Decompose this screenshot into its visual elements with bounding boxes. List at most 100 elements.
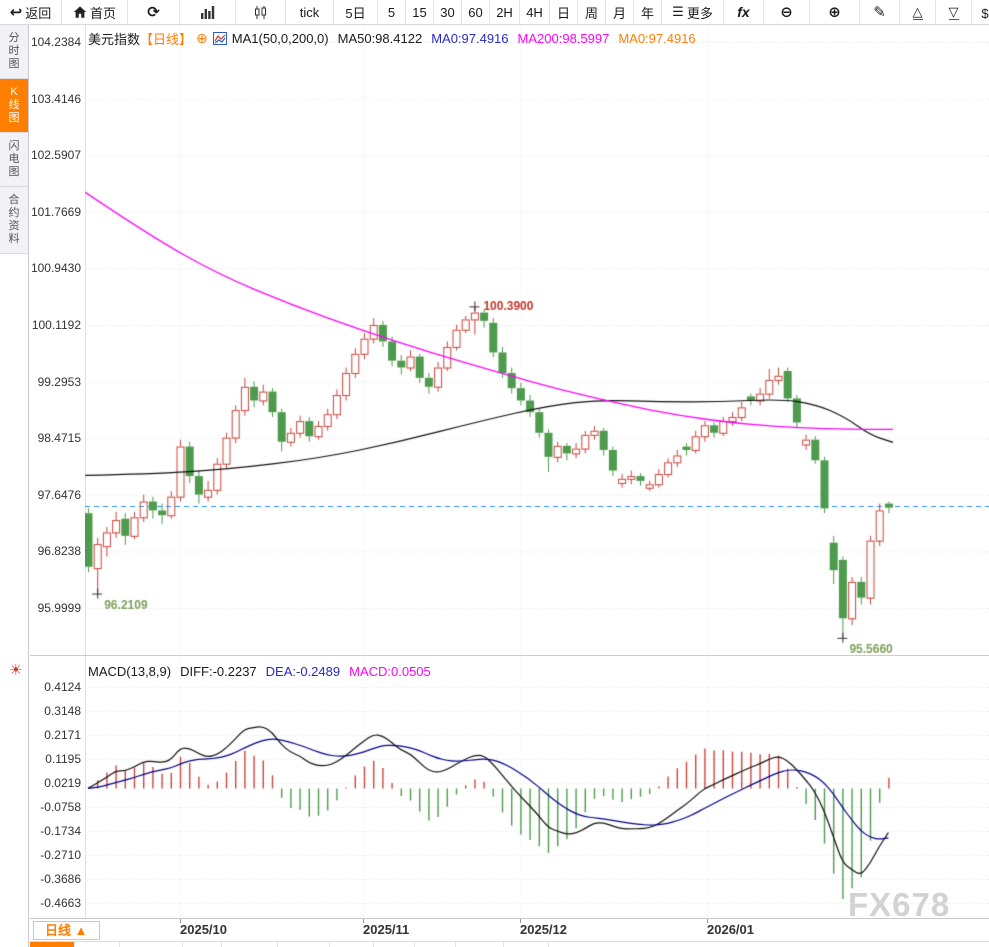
price-tick-label: 97.6476 xyxy=(37,487,81,502)
toolbar-month-button[interactable]: 月 xyxy=(606,0,634,24)
macd-chart-canvas[interactable] xyxy=(85,655,989,918)
bottom-tab-7[interactable]: KDJ xyxy=(330,942,374,947)
toolbar-marker-up-button[interactable]: △ xyxy=(900,0,936,24)
ma-params: MA1(50,0,200,0) xyxy=(231,31,329,46)
toolbar-more-button[interactable]: ☰ 更多 xyxy=(662,0,724,24)
x-axis-label: 2025/11 xyxy=(363,922,410,937)
sidebar-tab-time-share[interactable]: 分时图 xyxy=(0,25,28,79)
bottom-toolbar: 画线横屏MA指标MAMACDBOLLKDJRSIWRBIAS设置 xyxy=(30,941,989,947)
toolbar-draw-button[interactable]: ✎ xyxy=(860,0,900,24)
toolbar-marker-down-button[interactable]: ▽ xyxy=(936,0,972,24)
macd-tick-label: -0.2710 xyxy=(40,848,81,862)
macd-title: MACD(13,8,9) xyxy=(88,664,172,679)
toolbar-home-button[interactable]: 首页 xyxy=(62,0,128,24)
toolbar-2h-button[interactable]: 2H xyxy=(490,0,520,24)
brightness-icon[interactable]: ☀ xyxy=(9,662,23,679)
toolbar-more-label: 更多 xyxy=(686,5,713,21)
toolbar-month-label: 月 xyxy=(612,5,626,21)
bottom-tab-11[interactable]: 设置 xyxy=(504,942,550,947)
price-tick-label: 100.1192 xyxy=(31,318,81,332)
toolbar-line-chart-button[interactable] xyxy=(180,0,236,24)
macd-tick-label: 0.2171 xyxy=(44,728,81,742)
macd-tick-label: 0.0219 xyxy=(44,776,81,790)
x-axis-label: 2025/12 xyxy=(520,922,567,937)
sidebar-tab-lightning[interactable]: 闪电图 xyxy=(0,133,28,187)
price-tick-label: 101.7669 xyxy=(30,204,81,219)
x-axis-tick xyxy=(180,919,181,923)
toolbar-price-style-button[interactable]: $样 xyxy=(972,0,989,24)
toolbar-back-button[interactable]: ↩ 返回 xyxy=(0,0,62,24)
bottom-tab-5[interactable]: MACD xyxy=(222,942,279,947)
bottom-tab-4[interactable]: MA xyxy=(183,942,223,947)
x-axis-label: 2025/10 xyxy=(180,922,227,937)
macd-tick-label: 0.1195 xyxy=(45,752,81,766)
toolbar-week-label: 周 xyxy=(584,5,598,21)
toolbar-2h-label: 2H xyxy=(496,4,513,20)
toolbar-marker-up-label: △ xyxy=(912,3,923,20)
bottom-tab-6[interactable]: BOLL xyxy=(278,942,331,947)
toolbar-day-button[interactable]: 日 xyxy=(550,0,578,24)
toolbar-60m-button[interactable]: 60 xyxy=(462,0,490,24)
period-selector-tab[interactable]: 日线 ▲ xyxy=(33,921,100,940)
price-tick-label: 100.9430 xyxy=(30,261,81,276)
toolbar-5m-label: 5 xyxy=(387,4,396,20)
toolbar-zoom-out-label: ⊖ xyxy=(780,4,793,21)
bottom-tab-10[interactable]: BIAS xyxy=(456,942,505,947)
refresh-icon: ⟳ xyxy=(147,4,160,21)
ma200-value: MA200:98.5997 xyxy=(517,31,610,46)
candlestick-icon xyxy=(253,5,268,20)
price-tick-label: 103.4146 xyxy=(30,91,81,106)
toolbar-fx-label: fx xyxy=(737,4,750,20)
home-icon xyxy=(73,5,87,19)
macd-tick-label: -0.1734 xyxy=(40,824,81,838)
toolbar-year-button[interactable]: 年 xyxy=(634,0,662,24)
period-selector-label: 日线 xyxy=(45,923,72,938)
add-overlay-icon[interactable]: ⊕ xyxy=(196,30,208,46)
toolbar-fx-button[interactable]: fx xyxy=(724,0,764,24)
toolbar-4h-label: 4H xyxy=(526,4,543,20)
bottom-tab-9[interactable]: WR xyxy=(415,942,456,947)
macd-tick-label: 0.4124 xyxy=(44,680,81,694)
price-chart-canvas[interactable] xyxy=(85,25,989,655)
toolbar-candle-style-button[interactable] xyxy=(236,0,286,24)
x-axis-tick xyxy=(707,919,708,923)
bottom-tab-3[interactable]: MA指标 xyxy=(120,942,184,947)
bottom-tab-2[interactable]: 横屏 xyxy=(75,942,121,947)
sidebar-tab-contract-info[interactable]: 合约资料 xyxy=(0,187,28,254)
overlay-chart-icon[interactable] xyxy=(212,32,227,45)
toolbar-5d-button[interactable]: 5日 xyxy=(334,0,378,24)
toolbar-draw-label: ✎ xyxy=(873,4,886,21)
toolbar-year-label: 年 xyxy=(640,5,654,21)
macd-value: MACD:0.0505 xyxy=(349,664,431,679)
toolbar-zoom-in-label: ⊕ xyxy=(828,4,841,21)
ma0-value-orange: MA0:97.4916 xyxy=(618,31,696,46)
toolbar-price-style-label: $样 xyxy=(981,5,989,21)
toolbar-4h-button[interactable]: 4H xyxy=(520,0,550,24)
period-selector-arrow: ▲ xyxy=(74,923,88,938)
ma50-value: MA50:98.4122 xyxy=(337,31,423,46)
toolbar-refresh-button[interactable]: ⟳ xyxy=(128,0,180,24)
x-axis-tick xyxy=(520,919,521,923)
toolbar-60m-label: 60 xyxy=(468,4,483,20)
bottom-tab-8[interactable]: RSI xyxy=(374,942,415,947)
toolbar-15m-button[interactable]: 15 xyxy=(406,0,434,24)
price-tick-label: 104.2384 xyxy=(30,35,81,49)
x-axis-tick xyxy=(363,919,364,923)
symbol-name: 美元指数 xyxy=(88,32,141,47)
price-legend: 美元指数 【日线】 ⊕ MA1(50,0,200,0) MA50:98.4122… xyxy=(88,29,705,48)
toolbar-day-label: 日 xyxy=(556,5,570,21)
toolbar-5m-button[interactable]: 5 xyxy=(378,0,406,24)
toolbar-tick-button[interactable]: tick xyxy=(286,0,334,24)
toolbar-zoom-in-button[interactable]: ⊕ xyxy=(810,0,860,24)
bottom-tab-1[interactable]: 画线 xyxy=(30,942,76,947)
time-axis-strip: 日线 ▲ 2025/10 2025/11 2025/12 2026/01 xyxy=(30,918,989,941)
macd-dea-value: DEA:-0.2489 xyxy=(265,664,341,679)
pane-divider[interactable] xyxy=(30,655,989,656)
toolbar-week-button[interactable]: 周 xyxy=(578,0,606,24)
toolbar-zoom-out-button[interactable]: ⊖ xyxy=(764,0,810,24)
toolbar-30m-button[interactable]: 30 xyxy=(434,0,462,24)
